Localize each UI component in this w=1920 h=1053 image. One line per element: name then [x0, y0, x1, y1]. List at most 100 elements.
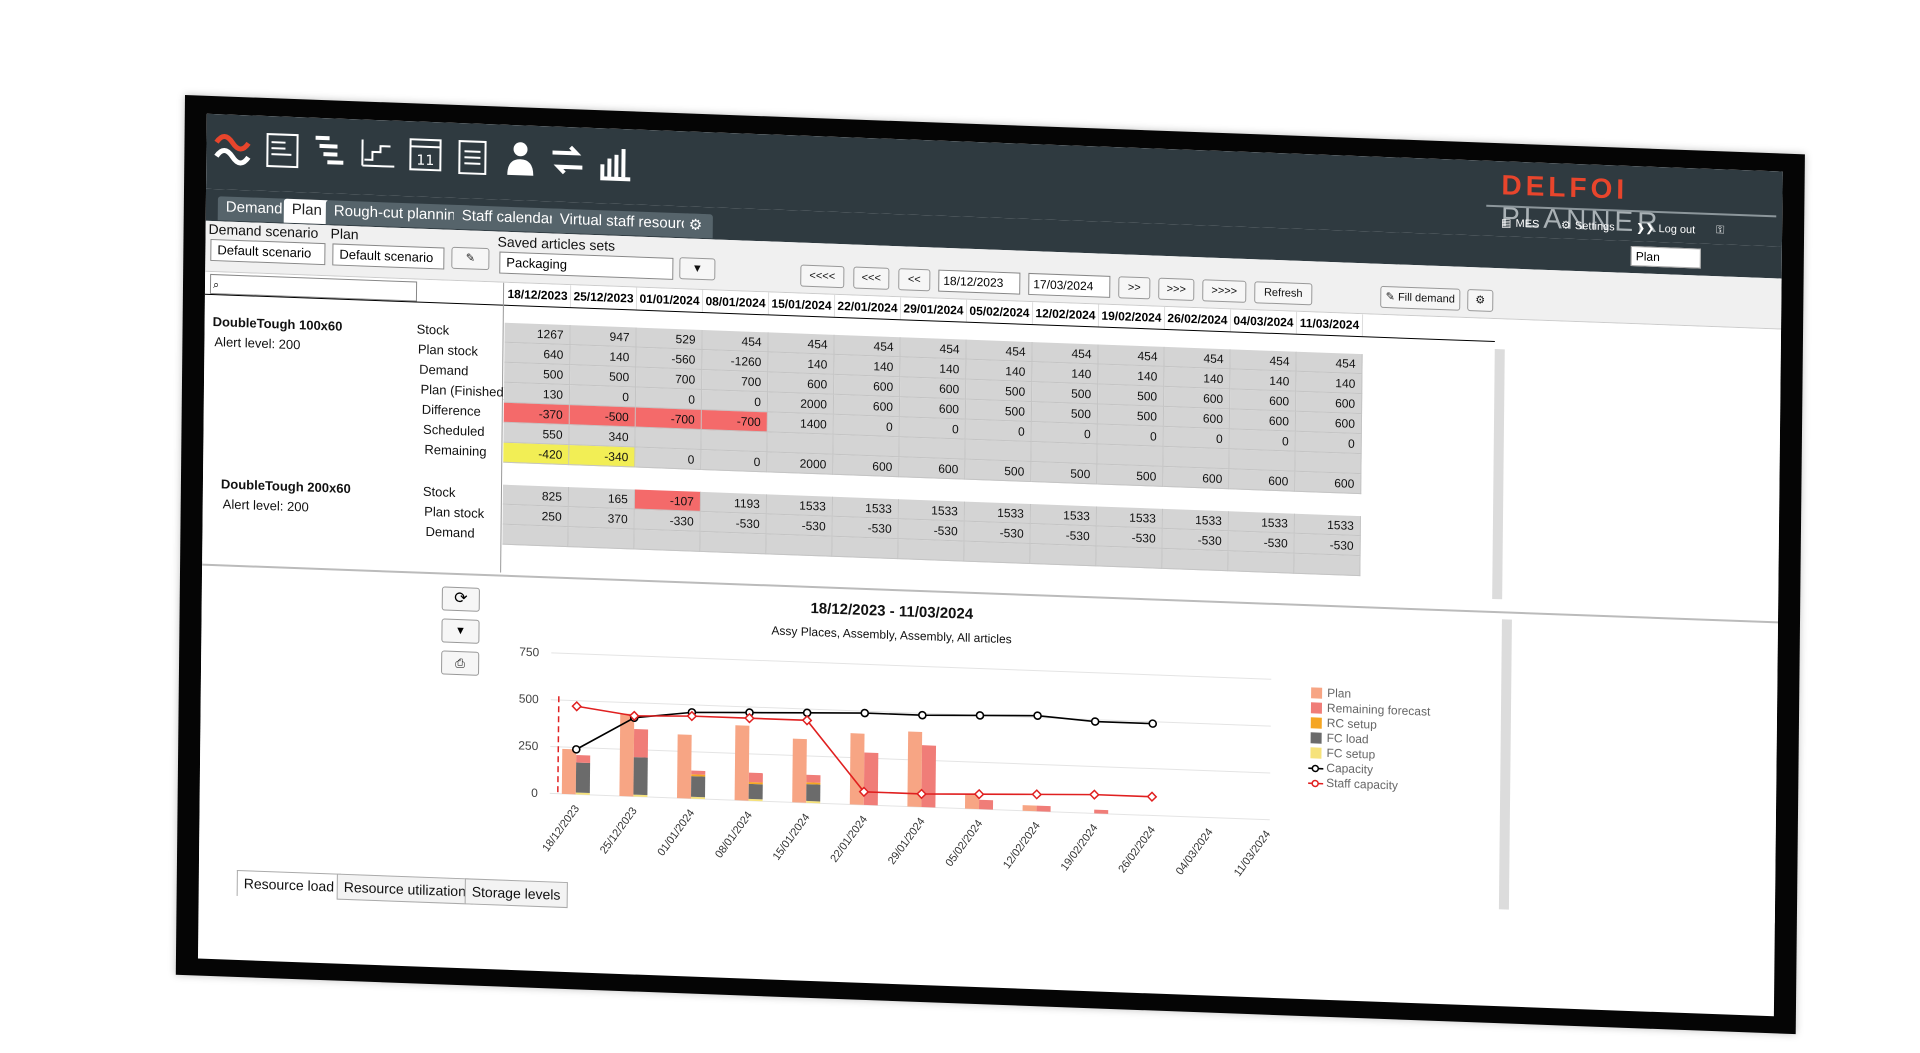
- grid-cell[interactable]: 600: [1163, 466, 1230, 490]
- grid-cell[interactable]: 140: [966, 359, 1033, 383]
- grid-cell[interactable]: 454: [702, 329, 769, 353]
- grid-cell[interactable]: 140: [900, 357, 967, 380]
- grid-cell[interactable]: 600: [1230, 389, 1297, 412]
- grid-cell[interactable]: [1228, 551, 1295, 574]
- grid-cell[interactable]: 500: [1031, 462, 1098, 485]
- tab-resource-load[interactable]: Resource load: [236, 869, 342, 900]
- grid-cell[interactable]: 600: [899, 457, 966, 480]
- grid-cell[interactable]: [767, 432, 834, 455]
- chart-print-button[interactable]: ⎙: [441, 650, 480, 676]
- article-name[interactable]: DoubleTough 200x60: [220, 476, 351, 497]
- grid-cell[interactable]: [635, 427, 702, 450]
- grid-cell[interactable]: [1295, 451, 1362, 475]
- grid-cell[interactable]: -500: [569, 405, 636, 428]
- grid-cell[interactable]: -530: [832, 516, 899, 540]
- plan-mode-select[interactable]: Plan: [1630, 246, 1701, 269]
- grid-cell[interactable]: -1260: [702, 349, 769, 373]
- date-to-input[interactable]: 17/03/2024: [1028, 272, 1111, 298]
- grid-cell[interactable]: 947: [570, 325, 637, 348]
- mes-link[interactable]: ▤ MES: [1501, 217, 1540, 231]
- grid-cell[interactable]: -700: [701, 409, 768, 433]
- grid-cell[interactable]: 1533: [832, 496, 900, 520]
- grid-cell[interactable]: -530: [1162, 528, 1229, 552]
- grid-cell[interactable]: [1229, 449, 1296, 472]
- saved-articles-sets-select[interactable]: Packaging: [499, 251, 674, 280]
- grid-cell[interactable]: [1031, 442, 1098, 465]
- grid-cell[interactable]: 0: [1295, 431, 1362, 455]
- grid-cell[interactable]: 454: [966, 339, 1033, 363]
- settings-link[interactable]: ⚙ Settings: [1561, 219, 1615, 233]
- grid-cell[interactable]: [832, 536, 899, 560]
- grid-cell[interactable]: 140: [1164, 366, 1231, 390]
- chart-filter-button[interactable]: ▼: [441, 618, 480, 644]
- grid-cell[interactable]: [833, 434, 900, 458]
- grid-cell[interactable]: 2000: [767, 392, 835, 415]
- grid-cell[interactable]: -530: [898, 519, 965, 542]
- grid-cell[interactable]: 500: [1098, 384, 1165, 407]
- grid-cell[interactable]: -700: [635, 407, 702, 430]
- grid-cell[interactable]: 500: [1031, 402, 1099, 425]
- grid-cell[interactable]: 600: [833, 454, 900, 478]
- demand-scenario-select[interactable]: Default scenario: [210, 238, 326, 266]
- filter-button[interactable]: ▼: [679, 257, 716, 281]
- grid-cell[interactable]: -530: [1294, 533, 1361, 557]
- grid-cell[interactable]: 500: [1097, 464, 1164, 487]
- grid-cell[interactable]: 600: [1295, 411, 1363, 435]
- grid-cell[interactable]: -330: [634, 509, 701, 532]
- key-icon[interactable]: ⚿: [1716, 224, 1725, 237]
- transfer-icon[interactable]: [546, 136, 588, 184]
- grid-cell[interactable]: [1097, 444, 1164, 467]
- grid-cell[interactable]: [701, 429, 768, 453]
- grid-cell[interactable]: 500: [570, 365, 637, 388]
- grid-cell[interactable]: 500: [965, 459, 1032, 483]
- grid-cell[interactable]: [502, 524, 569, 548]
- grid-cell[interactable]: 0: [569, 385, 637, 408]
- article-name[interactable]: DoubleTough 100x60: [212, 314, 343, 334]
- grid-cell[interactable]: 1533: [1294, 513, 1361, 537]
- grid-cell[interactable]: -370: [503, 402, 570, 426]
- tab-demand[interactable]: Demand: [217, 196, 291, 223]
- grid-cell[interactable]: 0: [1097, 424, 1164, 447]
- nav-forward-2-button[interactable]: >>: [1118, 276, 1151, 300]
- grid-cell[interactable]: [1163, 446, 1230, 470]
- grid-cell[interactable]: 0: [1163, 426, 1230, 450]
- grid-cell[interactable]: [1162, 548, 1229, 572]
- grid-cell[interactable]: 1533: [898, 499, 965, 522]
- grid-cell[interactable]: 454: [1164, 346, 1231, 370]
- grid-cell[interactable]: [1030, 544, 1097, 567]
- grid-cell[interactable]: 700: [702, 369, 769, 393]
- grid-cell[interactable]: [1294, 553, 1361, 577]
- grid-cell[interactable]: [634, 529, 701, 552]
- grid-cell[interactable]: -340: [569, 445, 636, 468]
- grid-cell[interactable]: 0: [1229, 429, 1296, 452]
- grid-vertical-scrollbar[interactable]: [1492, 349, 1505, 600]
- bar-chart-icon[interactable]: [594, 138, 636, 186]
- grid-cell[interactable]: [964, 541, 1031, 565]
- grid-cell[interactable]: 1267: [504, 322, 571, 346]
- grid-cell[interactable]: 1533: [1162, 508, 1229, 532]
- factory-icon[interactable]: [261, 126, 303, 174]
- grid-cell[interactable]: 454: [1296, 351, 1363, 375]
- grid-cell[interactable]: 0: [965, 419, 1032, 443]
- grid-cell[interactable]: 165: [568, 487, 636, 510]
- grid-cell[interactable]: 600: [899, 397, 967, 420]
- grid-cell[interactable]: 140: [1032, 362, 1099, 385]
- grid-cell[interactable]: 500: [1097, 404, 1165, 427]
- grid-cell[interactable]: 700: [636, 367, 703, 390]
- grid-cell[interactable]: 600: [1229, 469, 1296, 492]
- grid-cell[interactable]: [568, 527, 635, 550]
- grid-cell[interactable]: 140: [1230, 369, 1297, 392]
- grid-cell[interactable]: 140: [1098, 364, 1165, 387]
- grid-cell[interactable]: 0: [701, 389, 769, 413]
- edit-plan-button[interactable]: ✎: [451, 246, 490, 271]
- grid-cell[interactable]: -530: [700, 511, 767, 535]
- tab-settings-gear-icon[interactable]: ⚙: [683, 213, 708, 239]
- grid-cell[interactable]: 600: [900, 377, 967, 400]
- grid-cell[interactable]: 1533: [1030, 504, 1097, 527]
- grid-cell[interactable]: [965, 439, 1032, 463]
- grid-cell[interactable]: 454: [1098, 344, 1165, 367]
- grid-cell[interactable]: 140: [570, 345, 637, 368]
- grid-cell[interactable]: 340: [569, 425, 636, 448]
- tab-plan[interactable]: Plan: [283, 198, 330, 225]
- nav-back-4-button[interactable]: <<<<: [800, 264, 845, 289]
